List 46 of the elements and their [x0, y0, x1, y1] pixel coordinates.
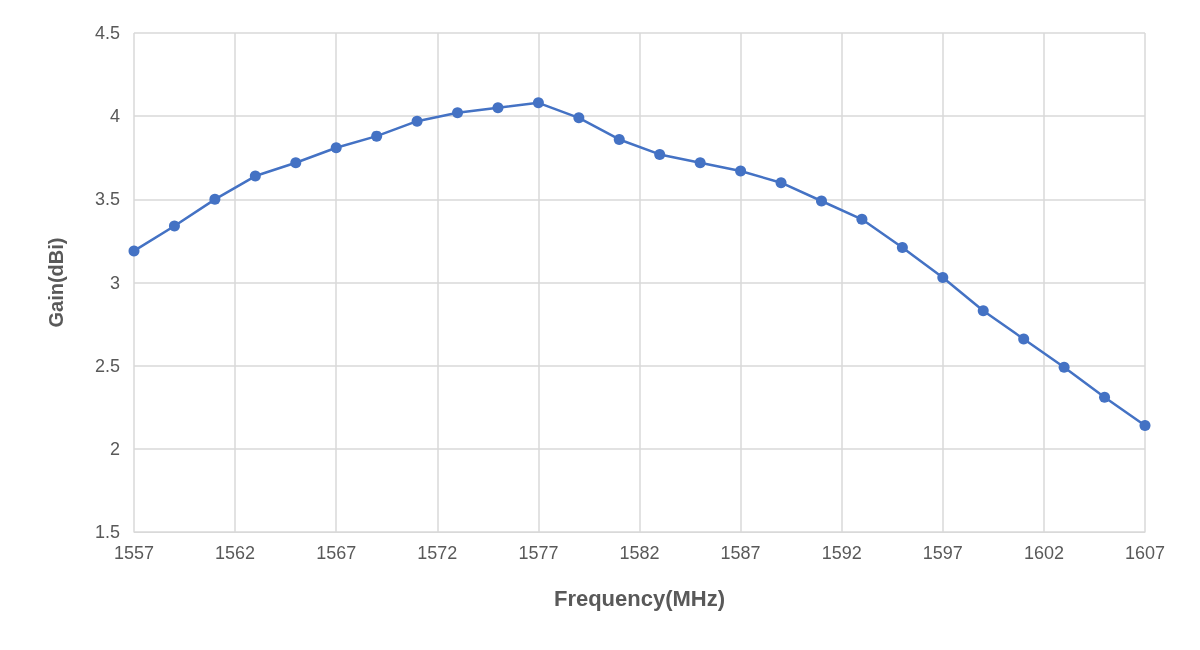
point — [411, 115, 423, 127]
x-axis-title: Frequency(MHz) — [553, 585, 726, 611]
y-tick-label: 4.5 — [94, 23, 120, 43]
x-tick-label: 1567 — [316, 543, 357, 563]
point — [532, 97, 544, 109]
point — [654, 148, 666, 160]
point — [1058, 361, 1070, 373]
x-tick-label: 1597 — [922, 543, 963, 563]
point — [371, 130, 383, 142]
y-tick-label: 3 — [109, 272, 120, 293]
point — [815, 195, 827, 207]
x-tick-label: 1582 — [619, 543, 660, 563]
point — [775, 177, 787, 189]
point — [249, 170, 261, 182]
point — [168, 220, 180, 232]
point — [492, 102, 504, 114]
point — [977, 305, 989, 317]
x-tick-label: 1607 — [1124, 543, 1166, 563]
x-tick-label: 1592 — [821, 543, 862, 563]
y-tick-label: 3.5 — [94, 189, 120, 210]
point — [735, 165, 747, 177]
point — [694, 157, 706, 169]
point — [209, 193, 221, 205]
point — [1139, 420, 1151, 432]
x-tick-label: 1572 — [417, 543, 458, 563]
point — [896, 242, 908, 254]
point — [452, 107, 464, 119]
point — [1099, 391, 1111, 403]
point — [937, 272, 949, 284]
y-axis-title: Gain(dBi) — [45, 237, 67, 328]
point — [613, 133, 625, 145]
point — [128, 245, 140, 257]
y-tick-label: 2.5 — [94, 355, 120, 376]
point — [330, 142, 342, 154]
point — [290, 157, 302, 169]
x-tick-label: 1577 — [518, 543, 559, 563]
y-tick-label: 4 — [109, 106, 120, 127]
point — [1018, 333, 1030, 345]
x-tick-label: 1562 — [215, 543, 256, 563]
x-tick-label: 1557 — [113, 543, 155, 563]
x-tick-label: 1587 — [720, 543, 761, 563]
point — [573, 112, 585, 124]
y-tick-label: 2 — [109, 438, 120, 459]
point — [856, 213, 868, 225]
x-tick-label: 1602 — [1023, 543, 1064, 563]
y-tick-label: 1.5 — [94, 522, 120, 542]
